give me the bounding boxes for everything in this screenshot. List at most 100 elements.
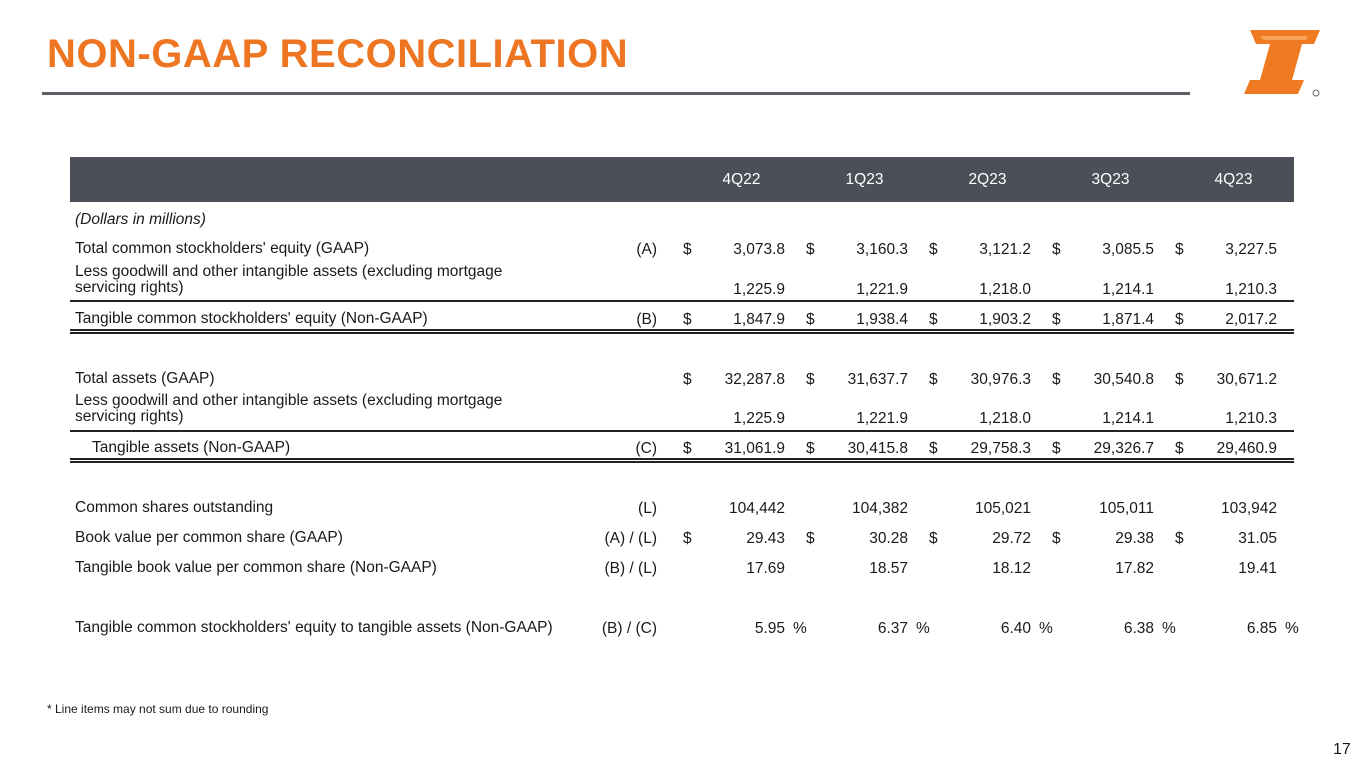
currency-symbol: $	[1052, 371, 1061, 388]
row-label: Less goodwill and other intangible asset…	[75, 392, 503, 425]
column-header: 4Q23	[1214, 171, 1253, 188]
row-label: Total assets (GAAP)	[75, 370, 215, 387]
row-label: Total common stockholders' equity (GAAP)	[75, 240, 370, 257]
row-label: Tangible assets (Non-GAAP)	[92, 439, 291, 456]
value: 30,540.8	[1093, 371, 1154, 388]
percent-sign: %	[793, 620, 807, 637]
value: 1,214.1	[1102, 281, 1154, 298]
value: 30,976.3	[970, 371, 1031, 388]
value: 105,021	[974, 500, 1031, 517]
value: 1,210.3	[1225, 281, 1277, 298]
row-label: Less goodwill and other intangible asset…	[75, 263, 503, 296]
currency-symbol: $	[683, 440, 692, 457]
value: 5.95	[754, 620, 785, 637]
value: 2,017.2	[1225, 311, 1277, 328]
value: 29,758.3	[970, 440, 1031, 457]
value: 3,160.3	[856, 241, 908, 258]
currency-symbol: $	[1052, 311, 1061, 328]
currency-symbol: $	[1175, 311, 1184, 328]
value: 103,942	[1220, 500, 1277, 517]
row-ref: (B) / (L)	[604, 560, 657, 577]
row-ref: (A) / (L)	[604, 530, 657, 547]
value: 31.05	[1238, 530, 1277, 547]
currency-symbol: $	[1175, 440, 1184, 457]
value: 29.38	[1115, 530, 1154, 547]
value: 1,218.0	[979, 281, 1031, 298]
currency-symbol: $	[929, 241, 938, 258]
value: 3,085.5	[1102, 241, 1154, 258]
value: 30,671.2	[1216, 371, 1277, 388]
currency-symbol: $	[929, 371, 938, 388]
currency-symbol: $	[806, 241, 815, 258]
currency-symbol: $	[1052, 530, 1061, 547]
value: 19.41	[1238, 560, 1277, 577]
value: 17.82	[1115, 560, 1154, 577]
row-label: Tangible book value per common share (No…	[75, 559, 437, 576]
value: 31,637.7	[847, 371, 908, 388]
row-ref: (B) / (C)	[601, 620, 657, 637]
currency-symbol: $	[806, 371, 815, 388]
row-rule	[70, 300, 1294, 302]
value: 6.40	[1000, 620, 1031, 637]
table-header	[70, 157, 1294, 202]
value: 1,218.0	[979, 410, 1031, 427]
value: 29,460.9	[1216, 440, 1277, 457]
currency-symbol: $	[1175, 530, 1184, 547]
row-ref: (A)	[636, 241, 657, 258]
percent-sign: %	[1039, 620, 1053, 637]
percent-sign: %	[1162, 620, 1176, 637]
logo	[1244, 30, 1320, 97]
value: 6.38	[1123, 620, 1154, 637]
row-label: Book value per common share (GAAP)	[75, 529, 343, 546]
row-ref: (C)	[635, 440, 657, 457]
currency-symbol: $	[683, 371, 692, 388]
value: 104,382	[851, 500, 908, 517]
percent-sign: %	[916, 620, 930, 637]
value: 3,227.5	[1225, 241, 1277, 258]
value: 30,415.8	[847, 440, 908, 457]
column-header: 4Q22	[722, 171, 761, 188]
page-number: 17	[1333, 741, 1351, 758]
currency-symbol: $	[1175, 371, 1184, 388]
value: 104,442	[728, 500, 785, 517]
value: 105,011	[1099, 500, 1154, 517]
value: 30.28	[869, 530, 908, 547]
row-label: Tangible common stockholders' equity to …	[75, 619, 553, 636]
value: 3,073.8	[733, 241, 785, 258]
value: 1,903.2	[979, 311, 1031, 328]
currency-symbol: $	[1052, 440, 1061, 457]
value: 31,061.9	[724, 440, 785, 457]
currency-symbol: $	[1175, 241, 1184, 258]
row-rule	[70, 461, 1294, 463]
value: 6.37	[877, 620, 908, 637]
currency-symbol: $	[929, 311, 938, 328]
value: 3,121.2	[979, 241, 1031, 258]
value: 18.12	[992, 560, 1031, 577]
row-rule	[70, 430, 1294, 432]
row-ref: (L)	[638, 500, 657, 517]
percent-sign: %	[1285, 620, 1299, 637]
row-rule	[70, 332, 1294, 334]
value: 1,221.9	[856, 281, 908, 298]
value: 1,938.4	[856, 311, 908, 328]
currency-symbol: $	[806, 311, 815, 328]
value: 1,847.9	[733, 311, 785, 328]
title-rule	[42, 92, 1190, 95]
value: 29.72	[992, 530, 1031, 547]
value: 32,287.8	[724, 371, 785, 388]
currency-symbol: $	[683, 241, 692, 258]
value: 18.57	[869, 560, 908, 577]
row-label: Common shares outstanding	[75, 499, 274, 516]
value: 1,214.1	[1102, 410, 1154, 427]
value: 29,326.7	[1093, 440, 1154, 457]
currency-symbol: $	[806, 440, 815, 457]
row-rule	[70, 329, 1294, 331]
column-header: 2Q23	[968, 171, 1007, 188]
currency-symbol: $	[806, 530, 815, 547]
column-header: 1Q23	[845, 171, 884, 188]
value: 1,225.9	[733, 410, 785, 427]
row-rule	[70, 458, 1294, 460]
value: 1,871.4	[1102, 311, 1154, 328]
value: 29.43	[746, 530, 785, 547]
